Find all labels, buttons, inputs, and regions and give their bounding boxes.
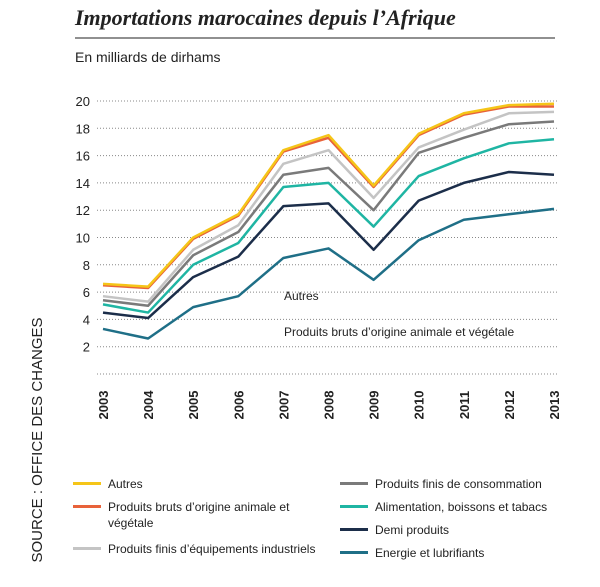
x-tick-label: 2011 bbox=[457, 391, 472, 419]
source: SOURCE : OFFICE DES CHANGES bbox=[29, 317, 46, 562]
x-tick-label: 2006 bbox=[231, 391, 246, 420]
legend-swatch bbox=[340, 505, 368, 508]
x-tick-label: 2012 bbox=[502, 391, 517, 420]
y-tick-label: 16 bbox=[76, 149, 90, 164]
y-tick-label: 12 bbox=[76, 203, 90, 218]
y-tick-label: 18 bbox=[76, 121, 90, 136]
series-line bbox=[102, 102, 555, 288]
legend-swatch bbox=[73, 482, 101, 485]
legend-swatch bbox=[340, 551, 368, 554]
x-tick-label: 2009 bbox=[367, 391, 382, 420]
y-tick-label: 20 bbox=[76, 94, 90, 109]
series-line bbox=[102, 207, 555, 340]
series-line bbox=[102, 110, 555, 303]
legend-item: Demi produits bbox=[340, 522, 570, 538]
series-line bbox=[102, 120, 555, 307]
chart-subtitle: En milliards de dirhams bbox=[75, 49, 221, 65]
legend-swatch bbox=[73, 547, 101, 550]
legend-swatch bbox=[340, 482, 368, 485]
x-tick-label: 2003 bbox=[96, 391, 111, 420]
legend-label: Produits finis de consommation bbox=[375, 477, 542, 491]
x-tick-label: 2008 bbox=[322, 391, 337, 420]
legend-item: Alimentation, boissons et tabacs bbox=[340, 499, 570, 515]
legend-label: Produits finis d’équipements industriels bbox=[108, 542, 316, 556]
y-tick-label: 10 bbox=[76, 231, 90, 246]
y-tick-label: 14 bbox=[76, 176, 90, 191]
series-line bbox=[102, 137, 555, 314]
annotation: Autres bbox=[284, 289, 319, 303]
x-tick-label: 2010 bbox=[412, 391, 427, 420]
legend-label: Demi produits bbox=[375, 523, 450, 537]
legend-label: Energie et lubrifiants bbox=[375, 546, 485, 560]
legend-item: Produits finis d’équipements industriels bbox=[73, 541, 333, 557]
x-tick-label: 2013 bbox=[547, 391, 562, 420]
legend-swatch bbox=[73, 505, 101, 508]
x-tick-label: 2007 bbox=[276, 391, 291, 420]
annotation: Produits bruts d’origine animale et végé… bbox=[284, 325, 514, 339]
y-tick-label: 4 bbox=[83, 312, 90, 327]
legend-item: Autres bbox=[73, 476, 303, 492]
y-tick-label: 2 bbox=[83, 340, 90, 355]
legend-label: Alimentation, boissons et tabacs bbox=[375, 500, 548, 514]
legend-swatch bbox=[340, 528, 368, 531]
legend-label: Produits bruts d’origine animale et végé… bbox=[108, 500, 290, 530]
legend-item: Produits bruts d’origine animale et végé… bbox=[73, 499, 303, 531]
chart-title: Importations marocaines depuis l’Afrique bbox=[74, 5, 456, 30]
series-line bbox=[102, 170, 555, 320]
x-tick-label: 2005 bbox=[186, 391, 201, 420]
y-tick-label: 8 bbox=[83, 258, 90, 273]
legend-item: Produits finis de consommation bbox=[340, 476, 570, 492]
legend-label: Autres bbox=[108, 477, 143, 491]
y-tick-label: 6 bbox=[83, 285, 90, 300]
x-tick-label: 2004 bbox=[141, 390, 156, 420]
legend-item: Energie et lubrifiants bbox=[340, 545, 570, 561]
